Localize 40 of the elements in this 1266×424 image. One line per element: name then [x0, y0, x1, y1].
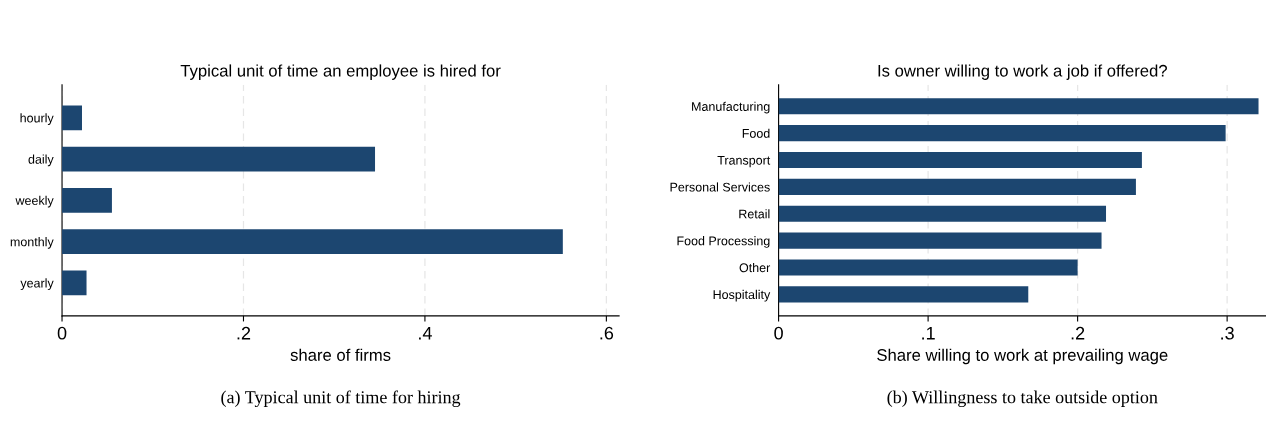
x-tick-label: .2	[237, 326, 251, 340]
bar	[62, 229, 563, 254]
bar	[778, 125, 1226, 142]
y-tick-label: Food	[742, 128, 770, 138]
y-tick-label: Other	[739, 262, 771, 273]
y-tick-label: Manufacturing	[692, 101, 770, 114]
x-axis-title: Share willing to work at prevailing wage	[877, 348, 1168, 365]
bar	[778, 259, 1078, 276]
bar	[62, 146, 376, 172]
chart-title: Is owner willing to work a job if offered?	[878, 64, 1167, 80]
x-tick-label: 0	[774, 326, 783, 340]
x-tick-label: .1	[922, 326, 935, 340]
y-tick-label: Transport	[717, 155, 771, 168]
bar	[778, 232, 1102, 249]
y-tick-label: monthly	[10, 237, 54, 249]
bar	[62, 187, 112, 213]
text: (b) Willingness to take outside option	[887, 390, 1158, 408]
bar	[778, 286, 1029, 303]
x-tick-label: .4	[419, 326, 432, 340]
x-tick-label: .3	[1221, 326, 1234, 340]
x-tick-label: .6	[600, 326, 614, 340]
y-tick-label: Retail	[739, 209, 770, 219]
y-tick-label: Food Processing	[677, 236, 770, 248]
bar	[62, 105, 82, 131]
y-tick-label: daily	[28, 154, 54, 167]
y-tick-label: Hospitality	[713, 289, 771, 302]
x-tick-label: .2	[1071, 326, 1085, 340]
y-tick-label: hourly	[20, 113, 54, 125]
x-axis-title: share of firms	[290, 348, 391, 361]
y-tick-label: Personal Services	[670, 182, 770, 192]
bar	[778, 205, 1107, 222]
text: (a) Typical unit of time for hiring	[221, 390, 461, 408]
bar	[778, 178, 1136, 195]
bar	[778, 98, 1259, 115]
y-tick-label: yearly	[20, 278, 54, 290]
x-tick-label: 0	[57, 326, 67, 340]
chart-title: Typical unit of time an employee is hired for	[180, 64, 501, 80]
bar	[62, 270, 87, 296]
y-tick-label: weekly	[15, 195, 54, 208]
bar	[778, 151, 1142, 169]
